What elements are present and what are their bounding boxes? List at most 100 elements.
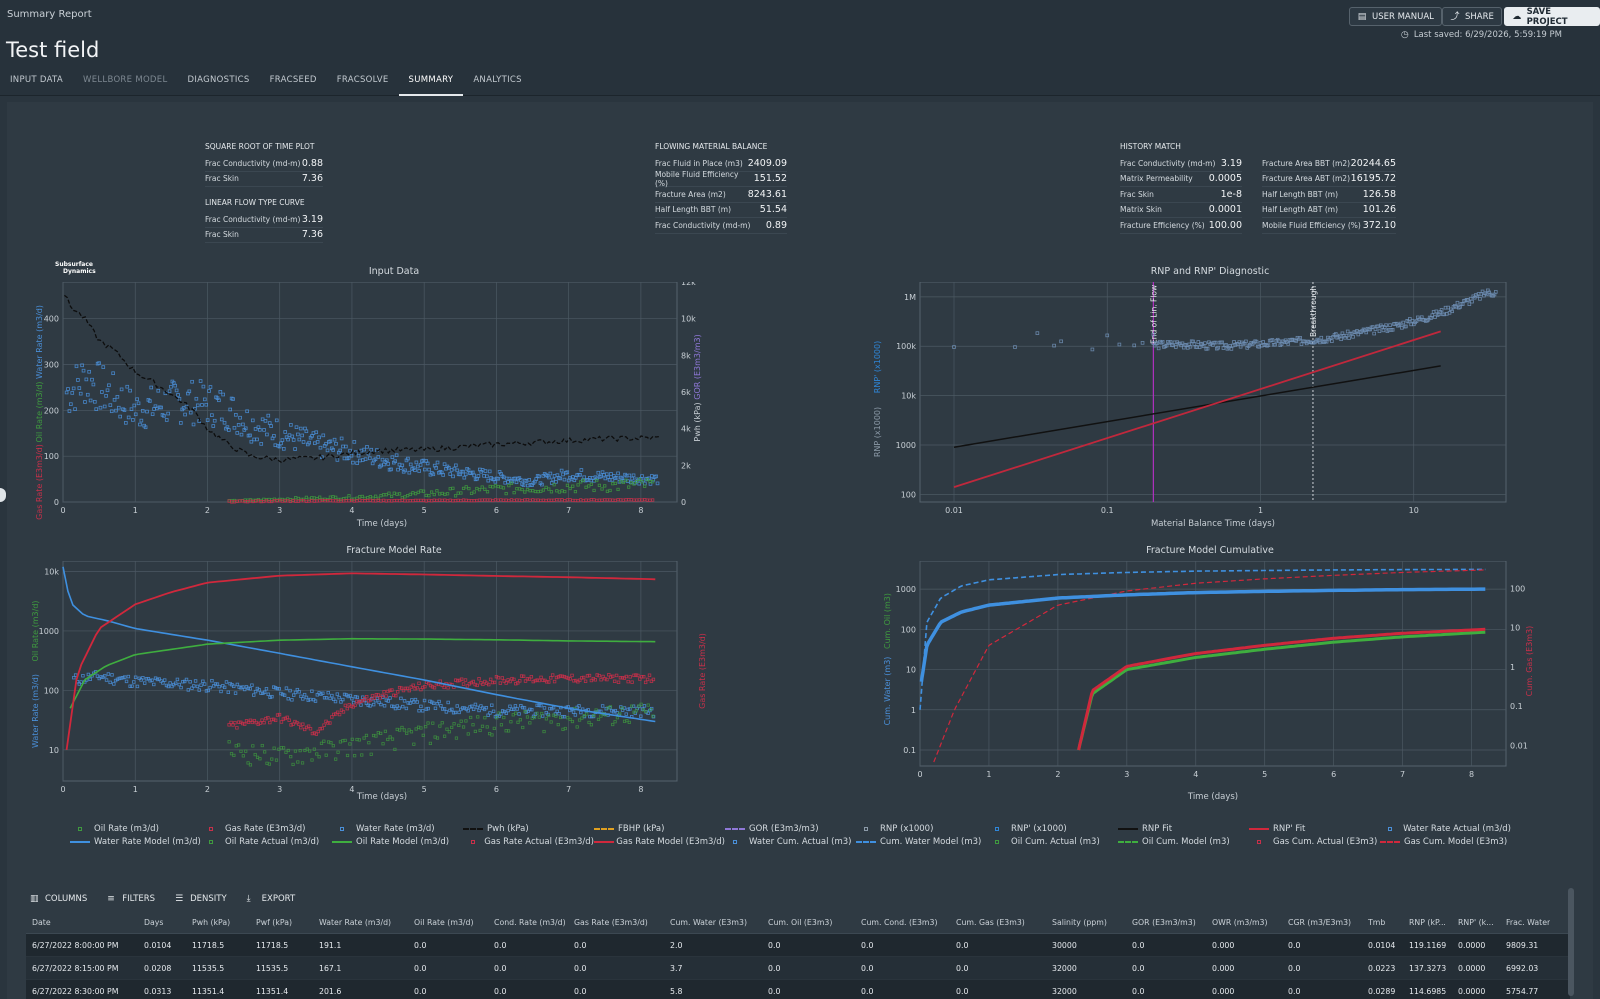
column-header[interactable]: Gas Rate (E3m3/d): [574, 918, 648, 927]
legend-item[interactable]: Gas Rate Actual (E3m3/d): [463, 837, 594, 847]
legend-item[interactable]: Oil Cum. Actual (m3): [987, 837, 1118, 847]
legend-item[interactable]: Gas Rate Model (E3m3/d): [594, 837, 725, 847]
water-rate-actual-point: [224, 680, 229, 684]
legend-item[interactable]: Water Cum. Actual (m3): [725, 837, 856, 847]
legend-item[interactable]: RNP' (x1000): [987, 824, 1118, 834]
user-manual-button[interactable]: ▤ USER MANUAL: [1349, 7, 1442, 26]
water-rate-point: [249, 439, 254, 444]
column-header[interactable]: Frac. Water R: [1506, 918, 1550, 927]
water-rate-actual-point: [86, 672, 91, 677]
table-row[interactable]: 6/27/2022 8:00:00 PM 0.0104 11718.5 11718.5…: [26, 934, 1570, 957]
column-header[interactable]: Days: [144, 918, 164, 927]
table-row[interactable]: 6/27/2022 8:30:00 PM 0.0313 11351.4 11351.4…: [26, 980, 1570, 999]
legend-item[interactable]: Oil Cum. Model (m3): [1118, 837, 1249, 847]
save-project-button[interactable]: ☁ SAVE PROJECT: [1504, 7, 1600, 27]
legend-item[interactable]: Water Rate Actual (m3/d): [1380, 824, 1511, 834]
columns-button[interactable]: ▥ COLUMNS: [30, 894, 87, 904]
rnp-point: [1345, 329, 1350, 334]
fracture-cumulative-chart[interactable]: 0 1 2 3 4 5 6 7 80.111010010000.010.1110100Time …: [870, 561, 1550, 821]
column-header[interactable]: RNP (kP...: [1409, 918, 1446, 927]
water-rate-point: [637, 481, 641, 486]
gas-rate-point: [419, 498, 423, 502]
gas-rate-actual-point: [384, 694, 388, 698]
legend-item[interactable]: RNP (x1000): [856, 824, 987, 834]
legend-item[interactable]: Cum. Water Model (m3): [856, 837, 987, 847]
legend-item[interactable]: Water Rate Model (m3/d): [70, 837, 201, 847]
water-rate-actual-point: [511, 707, 516, 711]
column-header[interactable]: Tmb: [1368, 918, 1386, 927]
filters-button[interactable]: ≡ FILTERS: [107, 894, 155, 904]
tab-fracsolve[interactable]: FRACSOLVE: [336, 75, 389, 85]
gas-rate-point: [240, 499, 245, 503]
column-header[interactable]: Pwh (kPa): [192, 918, 231, 927]
legend-item[interactable]: Gas Cum. Actual (E3m3): [1249, 837, 1380, 847]
column-header[interactable]: Cum. Gas (E3m3): [956, 918, 1025, 927]
oil-rate-point: [485, 490, 490, 494]
water-rate-point: [238, 415, 242, 420]
gas-rate-actual-point: [308, 727, 313, 731]
legend-item[interactable]: Oil Rate (m3/d): [70, 824, 201, 834]
oil-rate-actual-point: [471, 723, 475, 727]
column-header[interactable]: CGR (m3/E3m3): [1288, 918, 1352, 927]
column-header[interactable]: Salinity (ppm): [1052, 918, 1107, 927]
column-header[interactable]: Oil Rate (m3/d): [414, 918, 474, 927]
share-button[interactable]: ⤴ SHARE: [1442, 7, 1502, 26]
gas-rate-actual-point: [643, 680, 648, 685]
oil-rate-actual-point: [345, 753, 350, 758]
water-rate-actual-point: [222, 685, 227, 690]
gas-rate-point: [427, 498, 431, 502]
legend-item[interactable]: Pwh (kPa): [463, 824, 594, 834]
column-header[interactable]: Pwf (kPa): [256, 918, 293, 927]
side-drawer-handle[interactable]: [0, 488, 6, 502]
oil-rate-point: [424, 493, 428, 498]
tab-wellbore-model[interactable]: WELLBORE MODEL: [83, 75, 168, 85]
input-data-chart[interactable]: 0 1 2 3 4 5 6 7 8010020030040002k4k6k8k10k12kTim…: [30, 282, 730, 542]
legend-item[interactable]: Oil Rate Actual (m3/d): [201, 837, 332, 847]
oil-rate-actual-point: [514, 711, 518, 715]
legend-item[interactable]: Gas Rate (E3m3/d): [201, 824, 332, 834]
legend-item[interactable]: RNP Fit: [1118, 824, 1249, 834]
water-rate-actual-point: [433, 706, 438, 711]
water-rate-point: [124, 421, 128, 425]
column-header[interactable]: GOR (E3m3/m3): [1132, 918, 1196, 927]
tab-diagnostics[interactable]: DIAGNOSTICS: [187, 75, 250, 85]
water-rate-actual-point: [141, 676, 145, 680]
legend-item[interactable]: RNP' Fit: [1249, 824, 1380, 834]
gas-rate-actual-point: [415, 686, 419, 690]
water-rate-point: [228, 407, 233, 412]
oil-rate-actual-point: [556, 722, 560, 727]
legend-item[interactable]: Gas Cum. Model (E3m3): [1380, 837, 1511, 847]
legend-item[interactable]: Water Rate (m3/d): [332, 824, 463, 834]
legend-item[interactable]: GOR (E3m3/m3): [725, 824, 856, 834]
column-header[interactable]: Cond. Rate (m3/d): [494, 918, 566, 927]
legend-item[interactable]: Oil Rate Model (m3/d): [332, 837, 463, 847]
column-header[interactable]: Cum. Water (E3m3): [670, 918, 747, 927]
table-cell: 0.0: [768, 940, 781, 950]
tab-analytics[interactable]: ANALYTICS: [473, 75, 522, 85]
table-row[interactable]: 6/27/2022 8:15:00 PM 0.0208 11535.5 11535.5…: [26, 957, 1570, 980]
rnp-point: [1205, 346, 1210, 351]
density-button[interactable]: ☰ DENSITY: [175, 894, 227, 904]
water-rate-point: [87, 369, 91, 374]
column-header[interactable]: RNP' (k...: [1458, 918, 1494, 927]
rnp-point: [1433, 315, 1437, 319]
tab-summary[interactable]: SUMMARY: [398, 70, 464, 96]
export-button[interactable]: ⤓ EXPORT: [247, 894, 296, 904]
column-header[interactable]: Date: [32, 918, 51, 927]
water-rate-actual-point: [233, 691, 238, 695]
gas-rate-point: [597, 498, 601, 502]
water-rate-actual-point: [259, 691, 263, 695]
tab-input-data[interactable]: INPUT DATA: [10, 75, 64, 85]
column-header[interactable]: Cum. Oil (E3m3): [768, 918, 833, 927]
gas-rate-actual-point: [475, 683, 479, 688]
rnp-point: [1364, 330, 1369, 335]
legend-item[interactable]: FBHP (kPa): [594, 824, 725, 834]
column-header[interactable]: Cum. Cond. (E3m3): [861, 918, 938, 927]
grid-scrollbar[interactable]: [1568, 888, 1574, 996]
column-header[interactable]: Water Rate (m3/d): [319, 918, 392, 927]
oil-rate-point: [512, 491, 516, 495]
tab-fracseed[interactable]: FRACSEED: [269, 75, 317, 85]
column-header[interactable]: OWR (m3/m3): [1212, 918, 1268, 927]
